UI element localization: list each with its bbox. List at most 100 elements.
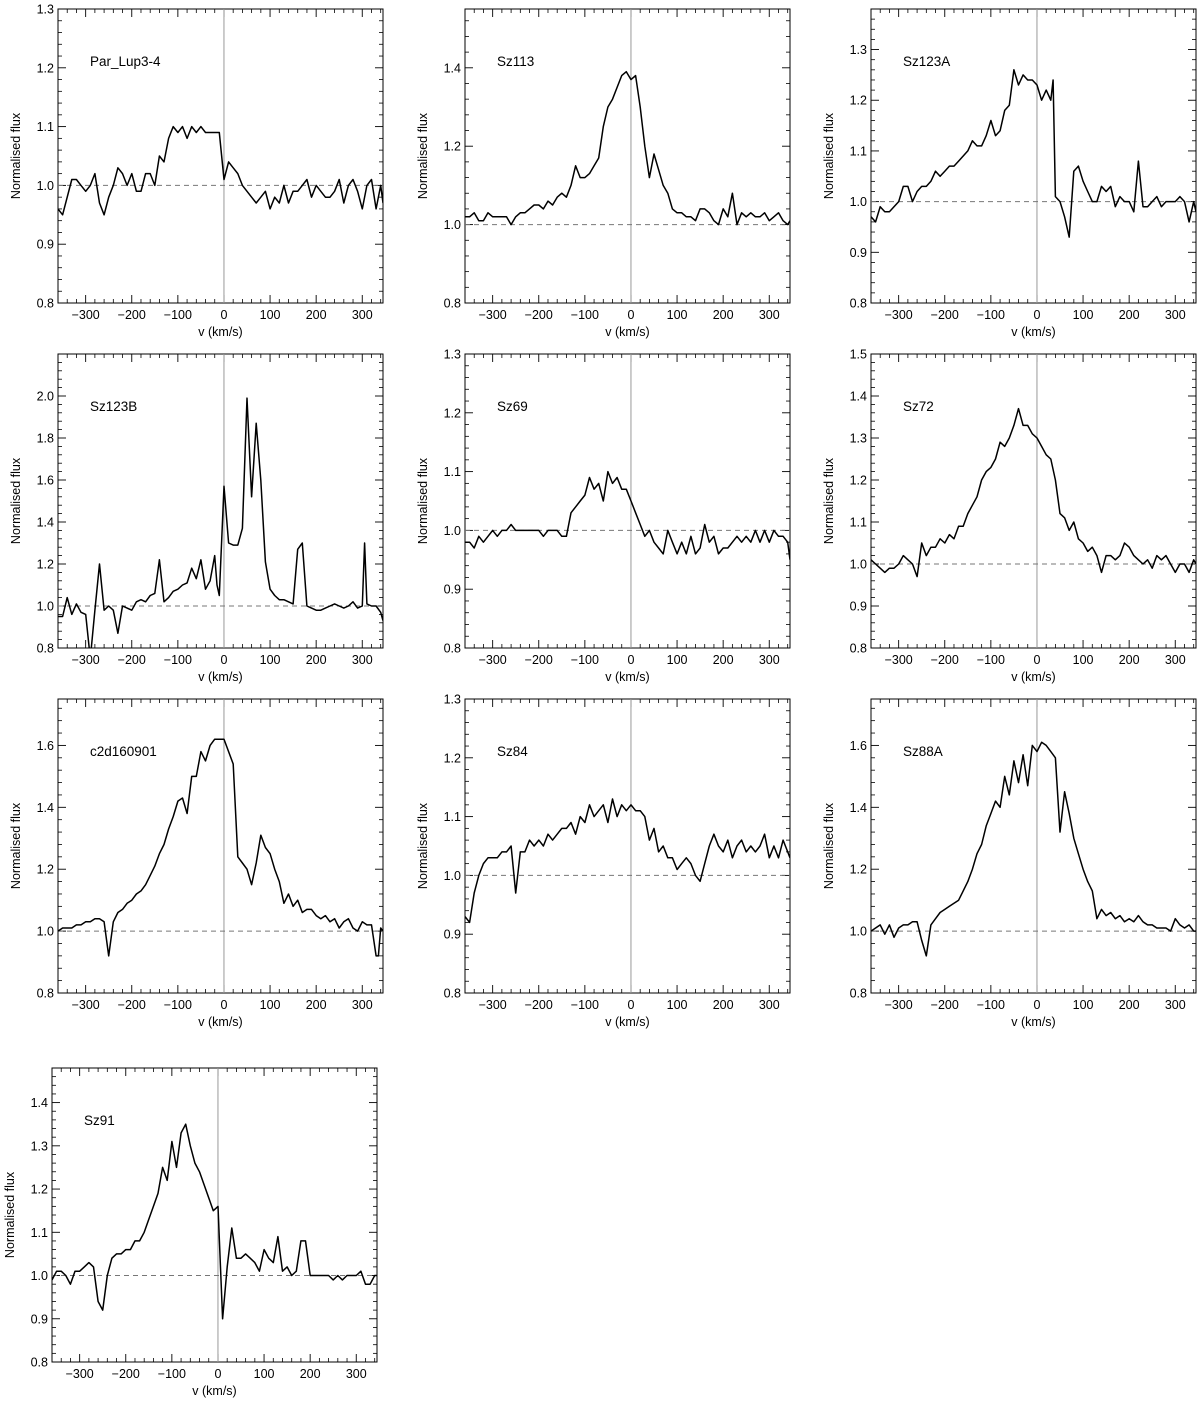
x-tick-label: 300 <box>352 308 373 322</box>
x-tick-label: −200 <box>525 998 553 1012</box>
y-tick-label: 0.8 <box>444 297 461 311</box>
x-tick-label: 0 <box>1033 998 1040 1012</box>
panel-label: Sz123B <box>90 399 137 414</box>
x-tick-label: 100 <box>1073 998 1094 1012</box>
y-tick-label: 1.6 <box>37 474 54 488</box>
x-tick-label: 300 <box>352 653 373 667</box>
x-tick-label: −100 <box>977 653 1005 667</box>
x-tick-label: 200 <box>306 998 327 1012</box>
y-axis-label: Normalised flux <box>416 457 430 544</box>
x-tick-label: 0 <box>1033 653 1040 667</box>
x-tick-label: 300 <box>759 653 780 667</box>
chart-panel: −300 −200 −100 0 100 200 300 0.8 0.9 1.0 1.1 1.2 1.3… <box>822 8 1197 339</box>
plot-frame <box>464 698 791 994</box>
panel-label: Sz123A <box>903 54 950 69</box>
y-tick-label: 2.0 <box>37 390 54 404</box>
x-axis-label: v (km/s) <box>192 1384 236 1398</box>
x-tick-label: 100 <box>1073 653 1094 667</box>
x-tick-label: 200 <box>1119 308 1140 322</box>
x-tick-label: −300 <box>479 653 507 667</box>
y-tick-label: 1.0 <box>31 1269 48 1283</box>
y-tick-label: 1.2 <box>444 140 461 154</box>
spectrum-line <box>58 125 383 216</box>
y-tick-label: 1.0 <box>850 195 867 209</box>
y-tick-label: 1.0 <box>444 869 461 883</box>
y-axis-label: Normalised flux <box>416 802 430 889</box>
x-tick-label: 200 <box>1119 653 1140 667</box>
y-tick-label: 1.2 <box>850 474 867 488</box>
y-tick-label: 0.8 <box>850 987 867 1001</box>
y-tick-label: 1.2 <box>850 863 867 877</box>
y-axis-label: Normalised flux <box>9 802 23 889</box>
y-tick-label: 1.4 <box>850 390 867 404</box>
y-tick-label: 1.0 <box>444 218 461 232</box>
y-axis-label: Normalised flux <box>416 112 430 199</box>
spectrum-line <box>871 69 1196 238</box>
chart-panel: −300 −200 −100 0 100 200 300 0.8 0.9 1.0 1.1 1.2 1.3… <box>416 348 791 684</box>
plot-frame <box>57 8 384 304</box>
x-tick-label: −100 <box>164 308 192 322</box>
x-axis-label: v (km/s) <box>1011 670 1055 684</box>
plot-frame <box>57 353 384 649</box>
y-tick-label: 1.2 <box>37 863 54 877</box>
x-tick-label: 100 <box>254 1367 275 1381</box>
y-tick-label: 0.9 <box>31 1312 48 1326</box>
x-tick-label: −300 <box>885 308 913 322</box>
x-tick-label: −100 <box>164 653 192 667</box>
y-tick-label: 0.9 <box>37 238 54 252</box>
x-tick-label: 0 <box>627 653 634 667</box>
y-axis-label: Normalised flux <box>822 112 836 199</box>
x-tick-label: 100 <box>1073 308 1094 322</box>
x-tick-label: 300 <box>1165 308 1186 322</box>
y-tick-label: 1.4 <box>31 1096 48 1110</box>
y-tick-label: 1.4 <box>37 516 54 530</box>
spectrum-line <box>465 798 790 924</box>
x-tick-label: 0 <box>220 308 227 322</box>
x-tick-label: 300 <box>352 998 373 1012</box>
y-tick-label: 1.6 <box>37 739 54 753</box>
x-tick-label: 300 <box>759 308 780 322</box>
y-tick-label: 0.9 <box>850 246 867 260</box>
y-axis-label: Normalised flux <box>9 457 23 544</box>
y-tick-label: 1.3 <box>850 432 867 446</box>
chart-panel: −300 −200 −100 0 100 200 300 0.8 0.9 1.0 1.1 1.2 1.3… <box>3 1067 378 1398</box>
panel-label: Sz84 <box>497 744 528 759</box>
x-tick-label: −300 <box>885 998 913 1012</box>
y-tick-label: 1.1 <box>37 120 54 134</box>
y-tick-label: 1.0 <box>444 524 461 538</box>
y-tick-label: 1.2 <box>31 1183 48 1197</box>
x-axis-label: v (km/s) <box>605 1015 649 1029</box>
x-tick-label: −200 <box>118 308 146 322</box>
x-tick-label: −200 <box>525 653 553 667</box>
plot-frame <box>464 8 791 304</box>
x-tick-label: −100 <box>158 1367 186 1381</box>
x-tick-label: 300 <box>1165 998 1186 1012</box>
y-tick-label: 0.8 <box>31 1356 48 1370</box>
y-tick-label: 1.3 <box>444 693 461 707</box>
x-tick-label: −100 <box>977 998 1005 1012</box>
spectrum-line <box>52 1123 377 1320</box>
panel-label: Sz72 <box>903 399 934 414</box>
plot-frame <box>464 353 791 649</box>
y-tick-label: 1.0 <box>37 600 54 614</box>
y-tick-label: 1.4 <box>37 801 54 815</box>
x-tick-label: −300 <box>66 1367 94 1381</box>
y-axis-label: Normalised flux <box>822 802 836 889</box>
y-tick-label: 1.2 <box>850 94 867 108</box>
x-tick-label: 300 <box>759 998 780 1012</box>
x-tick-label: −200 <box>931 653 959 667</box>
x-tick-label: 0 <box>1033 308 1040 322</box>
panel-label: Sz69 <box>497 399 528 414</box>
chart-panel: −300 −200 −100 0 100 200 300 0.8 1.0 1.2 1.4 1.6 c2d… <box>9 698 384 1029</box>
x-tick-label: 200 <box>306 653 327 667</box>
y-tick-label: 1.3 <box>37 3 54 17</box>
y-tick-label: 1.0 <box>37 179 54 193</box>
x-tick-label: −300 <box>72 308 100 322</box>
x-tick-label: −200 <box>112 1367 140 1381</box>
y-tick-label: 1.6 <box>850 739 867 753</box>
y-tick-label: 0.8 <box>37 642 54 656</box>
y-tick-label: 1.3 <box>31 1139 48 1153</box>
spectrum-line <box>58 397 383 648</box>
plot-frame <box>870 353 1197 649</box>
x-tick-label: 0 <box>627 998 634 1012</box>
